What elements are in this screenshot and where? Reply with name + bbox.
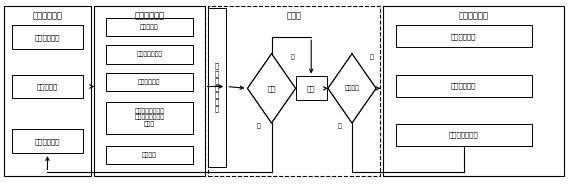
Text: 障碍物行驶方向: 障碍物行驶方向: [136, 52, 162, 57]
Text: 自动控制系统: 自动控制系统: [459, 12, 489, 21]
Bar: [396, 25, 532, 47]
Text: 相对速度: 相对速度: [142, 152, 157, 158]
Bar: [106, 18, 193, 36]
Bar: [207, 6, 381, 176]
Bar: [106, 73, 193, 91]
Text: 信息处理系统: 信息处理系统: [135, 12, 164, 21]
Text: 车载雷达装置: 车载雷达装置: [35, 34, 60, 40]
Text: 信息采集系统: 信息采集系统: [32, 12, 62, 21]
Text: 报警: 报警: [307, 85, 315, 92]
Bar: [396, 124, 532, 146]
Bar: [383, 6, 565, 176]
Text: 障碍物方位角: 障碍物方位角: [138, 79, 161, 85]
Text: 自车车速、加速度
、发动机转速节气
门开度: 自车车速、加速度 、发动机转速节气 门开度: [135, 108, 164, 127]
Text: 障碍物距离: 障碍物距离: [140, 24, 159, 30]
Text: 人为干涉: 人为干涉: [345, 86, 360, 91]
Bar: [12, 75, 83, 98]
Text: 否: 否: [291, 54, 294, 60]
Text: 安
全
状
态
的
判
断: 安 全 状 态 的 判 断: [215, 63, 219, 112]
Polygon shape: [328, 54, 376, 123]
Text: 节气门控制系统: 节气门控制系统: [449, 132, 478, 138]
Bar: [12, 129, 83, 153]
Bar: [12, 25, 83, 49]
Bar: [3, 6, 91, 176]
Text: 控制器: 控制器: [286, 12, 302, 21]
Text: 安全: 安全: [268, 85, 276, 92]
Polygon shape: [248, 54, 295, 123]
Bar: [207, 8, 226, 167]
Bar: [396, 75, 532, 97]
Text: 转向控制系统: 转向控制系统: [451, 82, 477, 89]
Text: 自车传感器: 自车传感器: [37, 83, 58, 90]
Text: 制动控制系统: 制动控制系统: [451, 33, 477, 40]
Bar: [106, 45, 193, 64]
Bar: [295, 77, 327, 100]
Text: 是: 是: [337, 124, 341, 130]
Bar: [94, 6, 204, 176]
Text: 图像采集系统: 图像采集系统: [35, 138, 60, 145]
Bar: [106, 146, 193, 164]
Text: 是: 是: [257, 124, 260, 130]
Bar: [106, 102, 193, 134]
Text: 否: 否: [370, 54, 374, 60]
